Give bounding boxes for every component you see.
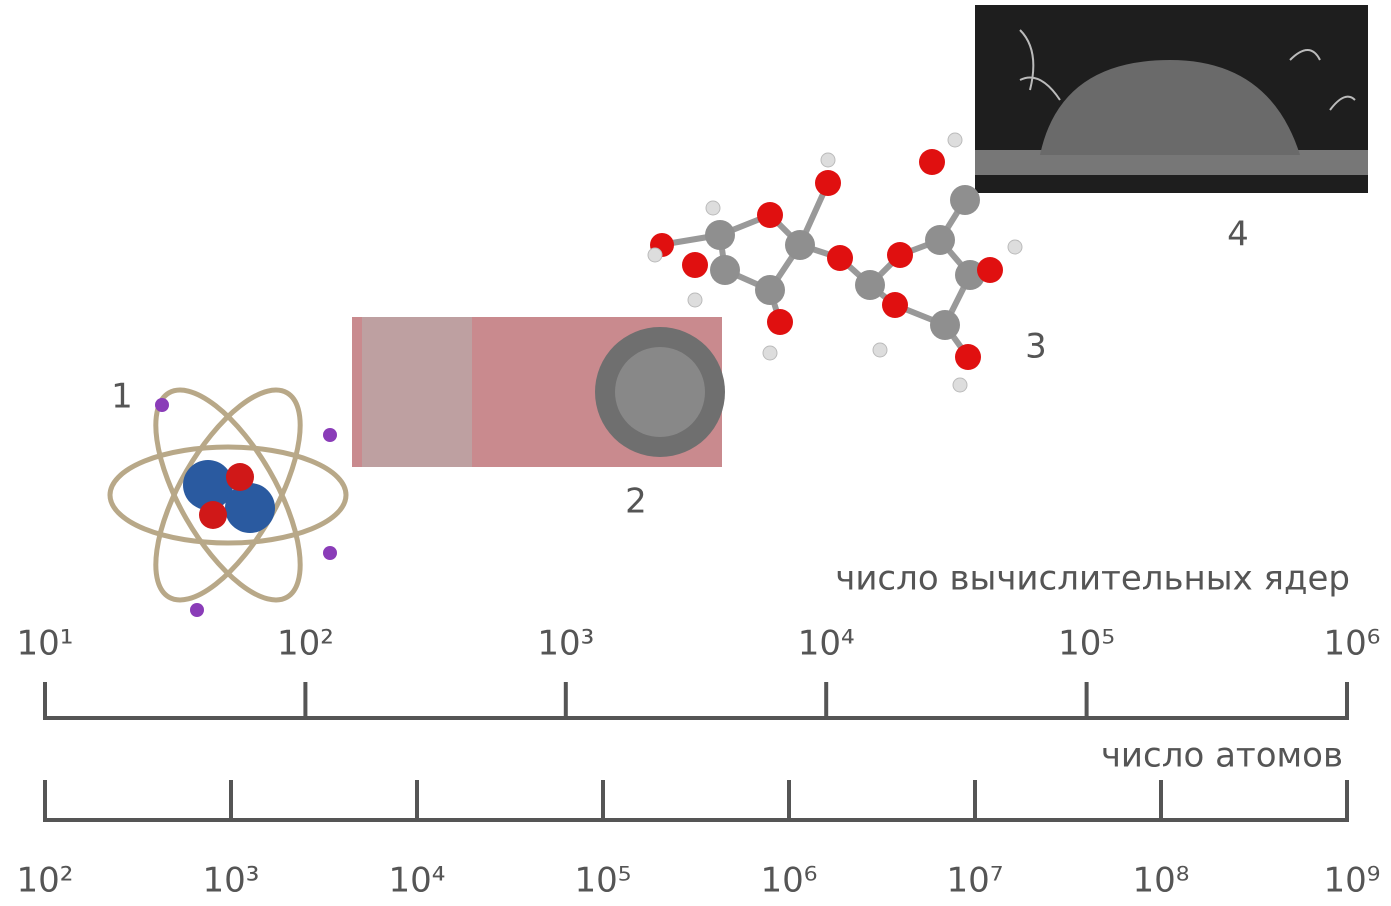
axis-title: число атомов [1101, 736, 1343, 776]
tick-label: 10² [17, 861, 74, 901]
tick-label: 10³ [537, 624, 594, 664]
illustration-label: 2 [625, 482, 647, 522]
simulation-box [352, 317, 725, 467]
tick-label: 10⁶ [761, 861, 818, 901]
tick-label: 10⁴ [798, 624, 855, 664]
illustration-label: 3 [1025, 327, 1047, 367]
tick-label: 10⁴ [389, 861, 446, 901]
illustration-label: 1 [111, 377, 133, 417]
tick-label: 10⁵ [1058, 624, 1115, 664]
tick-label: 10⁶ [1324, 624, 1381, 664]
tick-label: 10⁹ [1324, 861, 1381, 901]
tick-label: 10² [277, 624, 334, 664]
tick-label: 10⁵ [575, 861, 632, 901]
axis-title: число вычислительных ядер [835, 559, 1350, 599]
tick-label: 10³ [203, 861, 260, 901]
molecule [647, 132, 1023, 393]
atom [107, 387, 349, 617]
illustration-label: 4 [1227, 215, 1249, 255]
tick-label: 10¹ [17, 624, 74, 664]
tick-label: 10⁸ [1133, 861, 1190, 901]
droplet-photo [975, 5, 1368, 193]
tick-label: 10⁷ [947, 861, 1004, 901]
